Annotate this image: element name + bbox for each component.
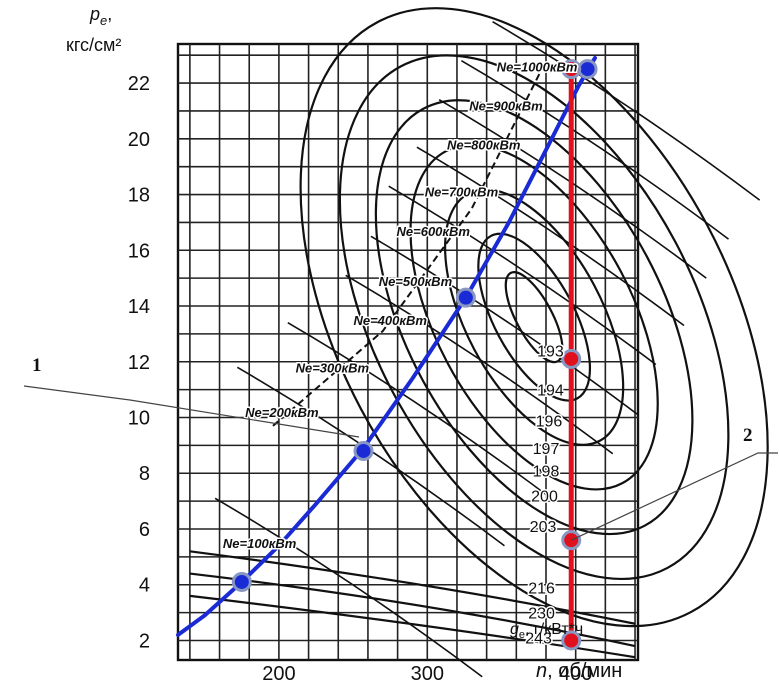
y-tick-label: 20 <box>128 129 150 151</box>
y-axis-unit: кгс/см² <box>66 35 121 55</box>
contour-line <box>444 188 625 446</box>
power-line <box>287 322 556 502</box>
contour-line <box>374 99 694 536</box>
callouts: 12 <box>23 355 778 541</box>
series-layer <box>176 55 598 651</box>
power-label: Ne=300кВт <box>296 360 370 375</box>
y-tick-label: 8 <box>139 463 150 485</box>
ge-label: 198 <box>533 463 560 480</box>
data-point <box>561 348 582 369</box>
ge-label: 203 <box>530 519 557 536</box>
power-line <box>214 497 483 678</box>
y-tick-label: 14 <box>128 296 150 318</box>
power-label: Ne=800кВт <box>447 137 521 152</box>
y-tick-label: 16 <box>128 240 150 262</box>
power-label: Ne=500кВт <box>379 274 453 289</box>
contour-line <box>338 54 730 581</box>
ge-label: 243 <box>525 631 552 648</box>
ge-label: 197 <box>533 441 560 458</box>
contour-line <box>189 550 636 625</box>
contour-line <box>299 7 769 628</box>
data-point <box>577 59 598 80</box>
power-label: Ne=100кВт <box>223 536 297 551</box>
data-point <box>353 440 374 461</box>
callout-line <box>23 385 360 438</box>
x-tick-label: 300 <box>411 663 444 683</box>
callout-label: 2 <box>743 425 753 446</box>
power-line <box>492 21 761 201</box>
power-label: Ne=200кВт <box>245 405 319 420</box>
y-tick-label: 6 <box>139 519 150 541</box>
callout-label: 1 <box>32 355 42 376</box>
power-label: Ne=1000кВт <box>497 59 578 74</box>
ge-label: 230 <box>528 606 555 623</box>
power-line <box>370 235 639 416</box>
ge-unit-label: ge, г/кВт*ч <box>510 621 583 641</box>
x-axis-label: n, об/мин <box>536 660 622 682</box>
contour-line <box>504 271 564 364</box>
power-line <box>416 146 685 327</box>
contour-line <box>409 143 659 491</box>
power-line <box>345 274 614 455</box>
data-point <box>561 59 582 80</box>
y-tick-label: 4 <box>139 575 150 597</box>
callout-line <box>570 452 778 541</box>
y-tick-label: 10 <box>128 408 150 430</box>
ge-label: 194 <box>537 383 564 400</box>
y-tick-label: 12 <box>128 352 150 374</box>
x-tick-label: 200 <box>262 663 295 683</box>
y-tick-label: 2 <box>139 630 150 652</box>
power-line <box>461 60 729 240</box>
labels: 200 300 400 2 4 6 8 10 12 14 16 18 20 22 Ne=1000кВт Ne=… <box>128 58 593 683</box>
power-label: Ne=700кВт <box>425 185 499 200</box>
power-label: Ne=600кВт <box>397 224 471 239</box>
y-tick-label: 22 <box>128 73 150 95</box>
data-point <box>455 287 476 308</box>
data-point <box>231 571 252 592</box>
contour-line <box>477 232 592 402</box>
power-label: Ne=900кВт <box>469 98 543 113</box>
x-tick-label: 400 <box>559 663 592 683</box>
ge-label: 200 <box>531 489 558 506</box>
ge-label: 193 <box>537 344 564 361</box>
y-tick-label: 18 <box>128 185 150 207</box>
data-point <box>561 630 582 651</box>
power-line <box>388 185 657 366</box>
contour-line <box>189 594 636 659</box>
ge-label: 216 <box>528 581 555 598</box>
power-label: Ne=400кВт <box>353 313 427 328</box>
y-axis-symbol: pe, <box>89 4 112 28</box>
ge-label: 196 <box>536 413 563 430</box>
